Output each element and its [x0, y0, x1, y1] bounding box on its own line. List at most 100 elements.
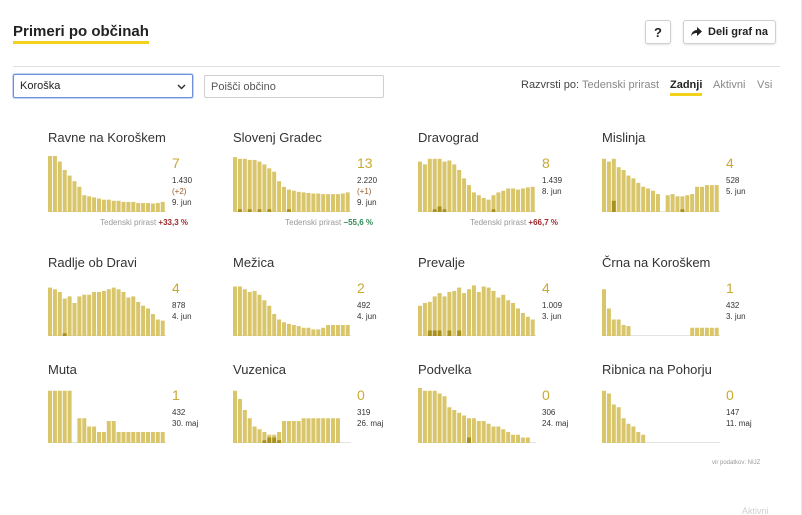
bar: [715, 328, 719, 336]
bar: [258, 162, 262, 212]
bar: [627, 326, 631, 336]
bar: [452, 410, 456, 443]
sort-option-tedenski-prirast[interactable]: Tedenski prirast: [582, 79, 659, 92]
bar: [506, 188, 510, 212]
weekly-growth: Tedenski prirast −55,6 %: [285, 218, 373, 227]
sort-option-aktivni[interactable]: Aktivni: [713, 79, 745, 92]
total-cases: 1.439: [542, 176, 562, 185]
sparkline-bar-chart: [602, 281, 720, 336]
help-button[interactable]: ?: [645, 20, 671, 44]
sparkline-bar-chart: [233, 388, 351, 443]
bar: [131, 432, 135, 443]
bar: [496, 427, 500, 444]
municipality-panel[interactable]: Ravne na Koroškem 7 1.430 (+2) 9. jun Tedensk…: [48, 130, 218, 240]
sort-option-zadnji[interactable]: Zadnji: [670, 79, 702, 96]
bar: [112, 201, 116, 212]
bar: [53, 156, 57, 212]
bar: [277, 181, 281, 212]
chevron-down-icon: [177, 82, 186, 91]
bar: [346, 325, 350, 336]
bar: [700, 328, 704, 336]
bar: [428, 159, 432, 212]
bar: [233, 287, 237, 337]
last-date: 30. maj: [172, 419, 198, 428]
bar: [457, 413, 461, 443]
bar: [346, 192, 350, 212]
latest-count: 2: [357, 280, 365, 296]
bar: [438, 394, 442, 444]
municipality-panel[interactable]: Vuzenica 0 319 26. maj: [233, 362, 403, 472]
municipality-name: Vuzenica: [233, 362, 286, 377]
bar: [336, 194, 340, 212]
municipality-panel[interactable]: Mežica 2 492 4. jun: [233, 255, 403, 365]
bar: [482, 287, 486, 337]
bar: [77, 418, 81, 443]
bar: [146, 203, 150, 212]
municipality-name: Slovenj Gradec: [233, 130, 322, 145]
bar-highlight: [267, 209, 271, 212]
bar: [282, 421, 286, 443]
latest-count: 8: [542, 155, 550, 171]
bar: [326, 194, 330, 212]
bar: [87, 295, 91, 336]
bar-highlight: [238, 209, 242, 212]
bar: [112, 421, 116, 443]
bar: [77, 187, 81, 212]
municipality-panel[interactable]: Mislinja 4 528 5. jun: [602, 130, 772, 240]
bar: [622, 325, 626, 336]
bar: [622, 170, 626, 212]
bar: [97, 432, 101, 443]
bar: [321, 418, 325, 443]
bar: [97, 199, 101, 212]
bar: [472, 285, 476, 336]
bar: [526, 438, 530, 444]
bar-highlight: [492, 209, 496, 212]
bar-highlight: [63, 333, 67, 336]
municipality-search-input[interactable]: [204, 75, 384, 98]
bar: [521, 188, 525, 212]
bar: [651, 191, 655, 212]
bar: [602, 289, 606, 336]
bar: [641, 435, 645, 443]
bar: [53, 289, 57, 336]
weekly-growth-label: Tedenski prirast: [285, 218, 341, 227]
bar: [122, 432, 126, 443]
bar: [117, 289, 121, 336]
bar: [126, 432, 130, 443]
municipality-panel[interactable]: Dravograd 8 1.439 8. jun Tedenski prirast +6…: [418, 130, 588, 240]
bar: [151, 204, 155, 212]
municipality-panel[interactable]: Muta 1 432 30. maj: [48, 362, 218, 472]
last-date: 11. maj: [726, 419, 752, 428]
bar-highlight: [680, 209, 684, 212]
bar: [612, 320, 616, 337]
bar-highlight: [248, 209, 252, 212]
bar: [287, 324, 291, 336]
weekly-growth-value: −55,6 %: [343, 218, 373, 227]
sparkline-bar-chart: [48, 156, 166, 212]
bar: [161, 321, 165, 336]
bar: [617, 407, 621, 443]
bar: [521, 438, 525, 444]
share-button[interactable]: Deli graf na: [683, 20, 776, 44]
municipality-panel[interactable]: Prevalje 4 1.009 3. jun: [418, 255, 588, 365]
bar: [272, 314, 276, 336]
last-date: 3. jun: [726, 312, 746, 321]
region-select-value: Koroška: [20, 80, 60, 92]
bar: [336, 325, 340, 336]
bar: [521, 313, 525, 336]
bar: [676, 196, 680, 212]
bar: [482, 421, 486, 443]
bar: [443, 396, 447, 443]
municipality-panel[interactable]: Črna na Koroškem 1 432 3. jun: [602, 255, 772, 365]
last-date: 4. jun: [172, 312, 192, 321]
sort-option-vsi[interactable]: Vsi: [757, 79, 772, 92]
municipality-panel[interactable]: Radlje ob Dravi 4 878 4. jun: [48, 255, 218, 365]
municipality-panel[interactable]: Ribnica na Pohorju 0 147 11. maj: [602, 362, 772, 472]
last-date: 8. jun: [542, 187, 562, 196]
municipality-panel[interactable]: Podvelka 0 306 24. maj: [418, 362, 588, 472]
municipality-panel[interactable]: Slovenj Gradec 13 2.220 (+1) 9. jun Tedenski …: [233, 130, 403, 240]
region-select[interactable]: Koroška: [13, 74, 193, 98]
bar: [438, 293, 442, 336]
bar: [58, 292, 62, 336]
bar: [715, 185, 719, 212]
